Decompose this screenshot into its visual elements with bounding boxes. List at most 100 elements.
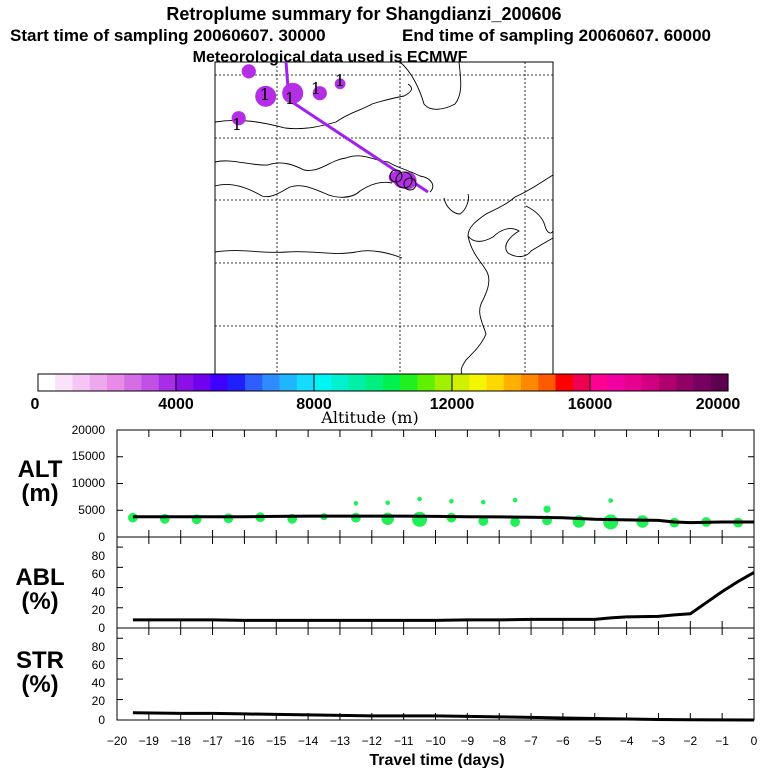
abl-ytick-60: 60 xyxy=(92,567,106,581)
str-ytick-20: 20 xyxy=(92,694,106,708)
alt-point xyxy=(608,498,613,503)
colorbar-tick-8000: 8000 xyxy=(296,396,332,413)
colorbar-swatch xyxy=(89,374,108,391)
panels-frame xyxy=(116,429,755,721)
colorbar-swatch xyxy=(503,374,522,391)
alt-panel: ALT (m) 20000 15000 10000 5000 0 xyxy=(18,423,754,544)
map-panel: 1 1 1 1 1 xyxy=(214,61,554,375)
colorbar-swatch xyxy=(572,374,591,391)
abl-line xyxy=(132,571,755,622)
x-tick-label: 0 xyxy=(751,734,758,748)
colorbar-swatch xyxy=(158,374,177,391)
colorbar-swatch xyxy=(141,374,160,391)
colorbar-swatch xyxy=(710,374,729,391)
alt-point xyxy=(351,512,361,523)
map-flag-2: 1 xyxy=(260,85,270,104)
colorbar-swatch xyxy=(38,374,56,391)
alt-points xyxy=(127,496,743,530)
abl-ytick-20: 20 xyxy=(92,603,106,617)
str-unit-label: (%) xyxy=(21,671,58,698)
colorbar-swatch xyxy=(107,374,125,391)
map-plume-marker xyxy=(282,82,304,104)
colorbar-swatch xyxy=(624,374,643,391)
abl-ytick-0: 0 xyxy=(98,621,105,635)
x-tick-label: −7 xyxy=(524,734,538,748)
alt-point xyxy=(381,512,394,525)
colorbar-swatch xyxy=(400,374,419,391)
x-tick-label: −20 xyxy=(107,734,128,748)
colorbar-swatch xyxy=(641,374,660,391)
met-data-label: Meteorological data used is ECMWF xyxy=(193,49,468,66)
colorbar-swatch xyxy=(417,374,436,391)
colorbar-swatch xyxy=(176,374,194,391)
map-flag-5: 1 xyxy=(335,71,345,90)
colorbar-swatch xyxy=(348,374,367,391)
colorbar-swatch xyxy=(365,374,384,391)
x-tick-label: −14 xyxy=(298,734,319,748)
colorbar-swatch xyxy=(124,374,143,391)
map-plume-marker xyxy=(255,85,277,107)
x-tick-label: −4 xyxy=(620,734,634,748)
alt-point xyxy=(512,497,518,503)
x-tick-label: −15 xyxy=(266,734,287,748)
colorbar-swatch xyxy=(55,374,74,391)
colorbar: 0 4000 8000 12000 16000 20000 Altitude (… xyxy=(31,373,741,427)
colorbar-swatch xyxy=(452,374,470,391)
colorbar-swatch xyxy=(469,374,488,391)
map-plume-marker xyxy=(241,64,256,79)
colorbar-swatch xyxy=(279,374,298,391)
abl-ytick-40: 40 xyxy=(92,585,106,599)
alt-point xyxy=(223,513,234,524)
alt-point xyxy=(353,501,359,506)
colorbar-label: Altitude (m) xyxy=(320,408,418,427)
colorbar-swatch xyxy=(693,374,712,391)
str-label: STR xyxy=(16,647,64,674)
colorbar-swatch xyxy=(521,374,539,391)
colorbar-swatch xyxy=(434,374,453,391)
colorbar-swatch xyxy=(296,374,315,391)
alt-ytick-20000: 20000 xyxy=(72,423,106,437)
colorbar-swatch xyxy=(227,374,246,391)
map-plume-marker xyxy=(398,171,417,190)
x-tick-label: −3 xyxy=(652,734,666,748)
x-tick-label: −2 xyxy=(683,734,697,748)
map-coastlines xyxy=(214,61,554,375)
colorbar-swatch xyxy=(538,374,557,391)
alt-ytick-0: 0 xyxy=(98,530,105,544)
str-ytick-60: 60 xyxy=(92,658,106,672)
x-tick-label: −17 xyxy=(202,734,223,748)
str-line xyxy=(132,711,755,722)
alt-ytick-10000: 10000 xyxy=(72,476,106,490)
x-tick-label: −11 xyxy=(394,734,414,748)
map-graticule xyxy=(215,62,553,374)
str-ytick-0: 0 xyxy=(98,713,105,727)
x-axis-tick-labels: −20 −19 −18 −17 −16 −15 −14 −13 −12 −11 −10 −9 −8 −7−… xyxy=(107,734,758,748)
map-flag-1: 1 xyxy=(232,115,242,134)
colorbar-swatch xyxy=(555,374,574,391)
colorbar-swatch xyxy=(72,374,91,391)
x-tick-label: −10 xyxy=(425,734,446,748)
colorbar-swatch xyxy=(383,374,401,391)
alt-point xyxy=(478,516,489,526)
figure-title: Retroplume summary for Shangdianzi_20060… xyxy=(166,4,561,24)
map-flag-3: 1 xyxy=(285,89,295,108)
abl-ytick-80: 80 xyxy=(92,549,106,563)
colorbar-frame xyxy=(37,373,729,392)
alt-ytick-15000: 15000 xyxy=(72,449,106,463)
alt-unit-label: (m) xyxy=(21,480,58,507)
colorbar-swatch xyxy=(607,374,626,391)
alt-median-line xyxy=(132,514,754,525)
str-ytick-40: 40 xyxy=(92,676,106,690)
alt-point xyxy=(412,511,428,527)
x-tick-label: −6 xyxy=(556,734,570,748)
colorbar-swatch xyxy=(262,374,281,391)
colorbar-tick-16000: 16000 xyxy=(568,396,613,413)
colorbar-tick-0: 0 xyxy=(31,396,40,413)
map-flags: 1 1 1 1 1 xyxy=(232,71,345,134)
colorbar-swatch xyxy=(659,374,677,391)
colorbar-swatches xyxy=(38,374,729,391)
colorbar-tick-20000: 20000 xyxy=(696,396,741,413)
alt-label: ALT xyxy=(18,456,63,483)
map-flag-4: 1 xyxy=(311,79,321,98)
